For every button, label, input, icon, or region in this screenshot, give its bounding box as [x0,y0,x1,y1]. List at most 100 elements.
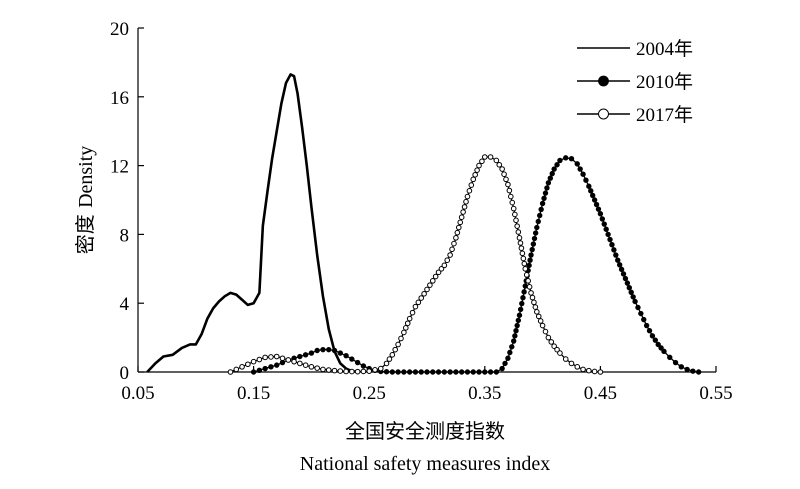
data-point [695,369,702,375]
data-point [479,158,485,165]
data-point [513,217,519,224]
data-point [403,325,409,331]
data-point [538,206,544,213]
data-point [513,328,519,334]
data-point [595,206,602,212]
data-point [684,366,690,373]
data-point [499,166,505,172]
data-point [273,353,280,360]
legend: 2004年 2010年 2017年 [577,38,693,126]
data-point [470,369,476,375]
data-point [386,356,393,362]
data-point [453,369,459,375]
data-point [454,229,461,236]
data-point [449,246,455,253]
data-point [501,171,507,177]
data-point [474,167,480,173]
x-tick-label: 0.25 [353,383,386,404]
legend-label: 2004年 [636,38,693,60]
data-point [521,260,528,267]
data-point [678,364,685,370]
data-point [615,257,621,263]
data-point [466,188,473,194]
data-point [325,367,332,373]
data-point [605,231,611,238]
data-point [372,367,378,373]
y-tick-label: 20 [110,19,129,40]
data-point [519,250,526,257]
data-point [586,183,592,189]
data-point [499,365,505,372]
data-point [476,162,482,169]
data-point [630,294,636,300]
y-tick-label: 8 [120,225,130,246]
data-point [409,309,416,316]
data-point [616,262,623,268]
data-point [262,354,268,361]
x-axis-title-en: National safety measures index [300,453,550,475]
data-point [447,369,453,375]
data-point [487,154,494,160]
data-point [435,269,442,276]
data-point [262,365,268,372]
data-point [646,328,653,334]
y-tick-label: 12 [110,157,129,178]
x-axis-title-zh: 全国安全测度指数 [345,419,505,443]
data-point [523,272,530,278]
data-point [505,355,511,361]
data-point [360,363,367,369]
data-point [447,252,453,258]
data-point [360,368,367,375]
data-point [308,364,315,370]
data-point [320,346,326,353]
x-tick-label: 0.15 [237,383,270,404]
data-point [562,356,569,362]
series-layer [146,73,702,375]
data-point [507,349,513,356]
data-point [531,235,538,242]
data-point [530,241,537,247]
data-point [512,211,518,218]
y-ticks: 0 4 8 12 16 20 [110,19,144,384]
data-point [424,369,430,375]
data-point [476,369,482,375]
data-point [574,364,581,370]
data-point [611,247,617,253]
data-point [509,344,515,350]
data-point [389,352,396,358]
y-axis-title-zh: 密度 [73,214,97,254]
data-point [441,262,448,269]
data-point [535,218,541,225]
data-point [658,345,664,351]
data-point [233,366,240,373]
data-point [568,156,575,162]
data-point [599,216,606,222]
data-point [406,315,413,322]
data-point [395,341,401,348]
data-point [337,350,343,356]
data-point [418,369,424,375]
legend-entry: 2017年 [577,104,693,126]
data-point [529,294,536,301]
data-point [435,369,442,375]
data-point [593,201,600,208]
data-point [516,312,523,318]
data-point [632,298,638,305]
data-point [554,162,560,168]
data-point [652,337,659,343]
y-axis-title: 密度 Density [73,146,97,255]
series-1 [146,73,358,374]
data-point [302,362,309,368]
data-point [597,369,604,375]
y-tick-label: 4 [120,294,130,315]
data-point [622,275,629,282]
y-tick-label: 16 [110,88,129,109]
data-point [568,360,575,367]
data-point [472,171,478,178]
data-point [227,369,234,375]
data-point [537,318,544,324]
legend-label: 2017年 [636,104,693,126]
data-point [690,368,696,374]
data-point [520,294,526,301]
data-point [398,335,404,342]
